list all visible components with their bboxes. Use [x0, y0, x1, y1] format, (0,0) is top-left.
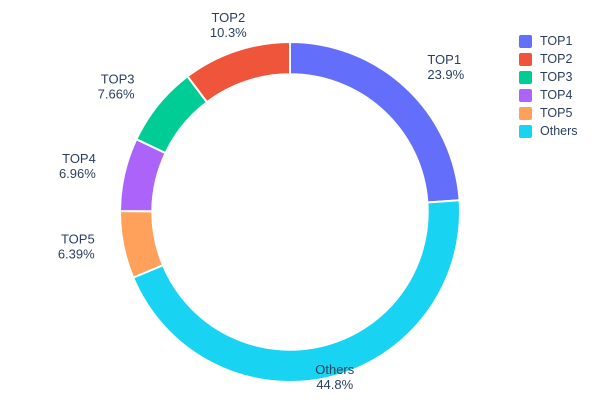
slice-label-name-top1: TOP1	[427, 52, 461, 67]
slice-label-percent-top1: 23.9%	[427, 67, 464, 82]
legend-item-top1[interactable]: TOP1	[519, 34, 578, 48]
slice-label-name-top4: TOP4	[62, 151, 96, 166]
legend-item-top4[interactable]: TOP4	[519, 88, 578, 102]
slice-label-name-others: Others	[315, 362, 355, 377]
legend-swatch-top2	[519, 52, 532, 66]
legend-label-top2: TOP2	[540, 52, 573, 66]
slice-label-percent-top5: 6.39%	[58, 247, 95, 262]
slice-label-name-top5: TOP5	[61, 232, 95, 247]
pie-slice-others[interactable]	[132, 199, 461, 383]
legend-label-top4: TOP4	[540, 88, 573, 102]
legend-item-top3[interactable]: TOP3	[519, 70, 578, 84]
legend-label-top3: TOP3	[540, 70, 573, 84]
slice-label-percent-others: 44.8%	[316, 377, 353, 392]
legend-label-others: Others	[540, 124, 578, 138]
legend-swatch-top4	[519, 88, 532, 102]
slice-label-percent-top2: 10.3%	[210, 25, 247, 40]
legend-item-top5[interactable]: TOP5	[519, 106, 578, 120]
slice-label-name-top2: TOP2	[211, 10, 245, 25]
legend-item-others[interactable]: Others	[519, 124, 578, 138]
slice-label-name-top3: TOP3	[101, 72, 135, 87]
slice-label-percent-top3: 7.66%	[98, 87, 135, 102]
legend-swatch-others	[519, 124, 532, 138]
legend-swatch-top3	[519, 70, 532, 84]
pie-slice-top5[interactable]	[118, 210, 164, 279]
legend: TOP1 TOP2 TOP3 TOP4 TOP5 Others	[519, 34, 578, 138]
legend-label-top5: TOP5	[540, 106, 573, 120]
legend-swatch-top1	[519, 34, 532, 48]
pie-slice-top2[interactable]	[186, 41, 291, 104]
legend-label-top1: TOP1	[540, 34, 573, 48]
slice-label-percent-top4: 6.96%	[59, 166, 96, 181]
legend-swatch-top5	[519, 106, 532, 120]
legend-item-top2[interactable]: TOP2	[519, 52, 578, 66]
